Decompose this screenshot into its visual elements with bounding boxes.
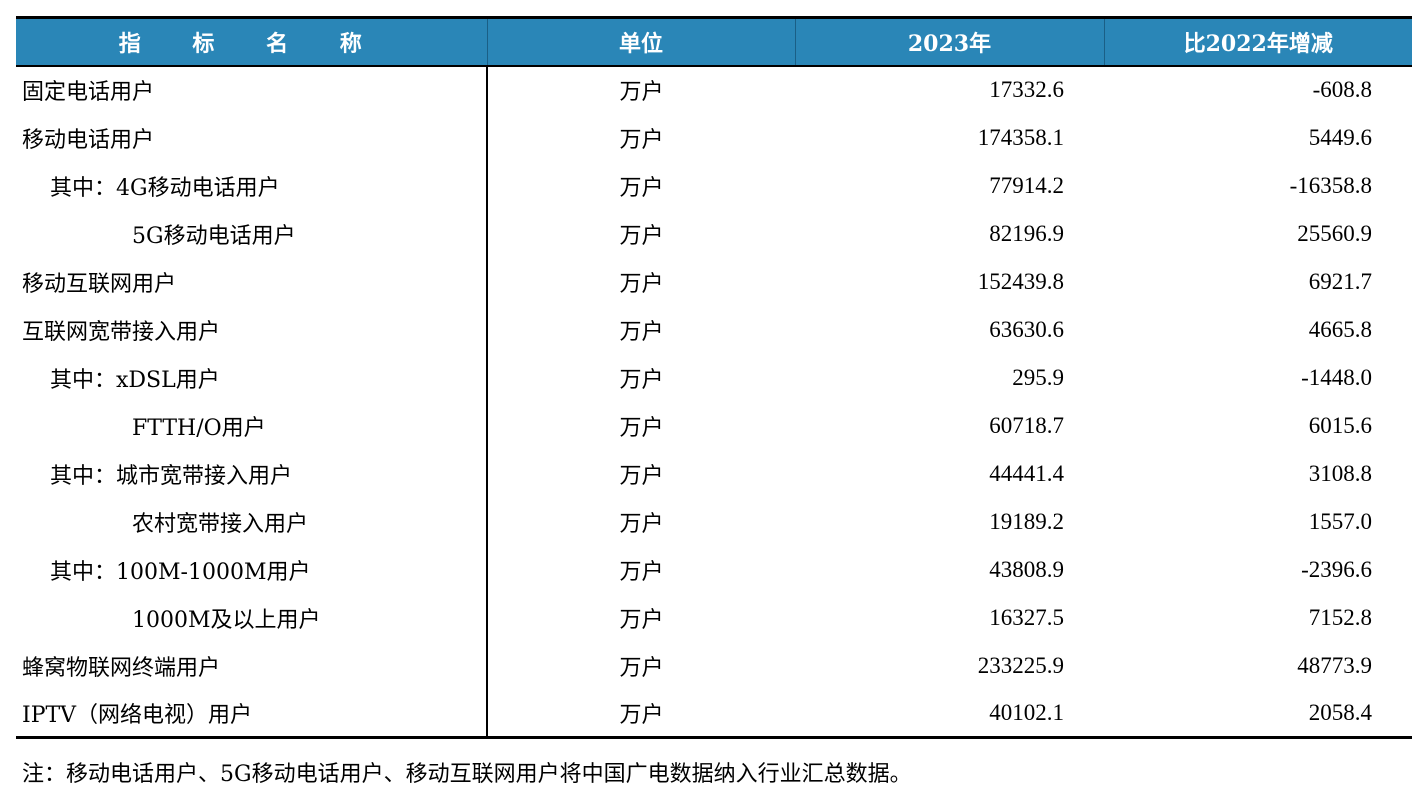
value-2023-cell: 44441.4	[989, 460, 1064, 486]
change-cell: 6015.6	[1308, 412, 1372, 438]
value-2023-cell: 82196.9	[989, 220, 1064, 246]
footnote: 注：移动电话用户、5G移动电话用户、移动互联网用户将中国广电数据纳入行业汇总数据…	[22, 762, 912, 787]
table-row: 农村宽带接入用户 万户 19189.2 1557.0	[16, 497, 1412, 546]
table-row: 其中：100M-1000M用户 万户 43808.9 -2396.6	[16, 545, 1412, 594]
unit-cell: 万户	[619, 175, 664, 201]
unit-cell: 万户	[619, 319, 664, 345]
change-cell: -1448.0	[1301, 364, 1372, 390]
table-row: 移动电话用户 万户 174358.1 5449.6	[16, 113, 1412, 162]
indicator-name-cell: FTTH/O用户	[16, 401, 488, 450]
value-2023-cell: 295.9	[1012, 364, 1064, 390]
unit-cell: 万户	[619, 415, 664, 441]
value-2023-cell: 60718.7	[989, 412, 1064, 438]
change-cell: 1557.0	[1308, 508, 1372, 534]
indicator-name-cell: 移动电话用户	[16, 113, 488, 162]
change-cell: 4665.8	[1308, 316, 1372, 342]
unit-cell: 万户	[619, 607, 664, 633]
table-row: 其中：xDSL用户 万户 295.9 -1448.0	[16, 353, 1412, 402]
unit-cell: 万户	[619, 271, 664, 297]
change-cell: 3108.8	[1308, 460, 1372, 486]
unit-cell: 万户	[619, 559, 664, 585]
table-row: 移动互联网用户 万户 152439.8 6921.7	[16, 257, 1412, 306]
table-row: IPTV（网络电视）用户 万户 40102.1 2058.4	[16, 689, 1412, 739]
change-cell: -16358.8	[1289, 172, 1372, 198]
change-cell: 25560.9	[1297, 220, 1372, 246]
change-cell: -2396.6	[1301, 556, 1372, 582]
table-header: 指 标 名 称 单位 2023年 比2022年增减	[16, 16, 1412, 67]
table-row: FTTH/O用户 万户 60718.7 6015.6	[16, 401, 1412, 450]
unit-cell: 万户	[619, 80, 664, 105]
table-row: 蜂窝物联网终端用户 万户 233225.9 48773.9	[16, 641, 1412, 690]
header-change-vs-2022: 比2022年增减	[1104, 16, 1412, 67]
table-row: 5G移动电话用户 万户 82196.9 25560.9	[16, 209, 1412, 258]
change-cell: 5449.6	[1308, 124, 1372, 150]
table-body: 固定电话用户 万户 17332.6 -608.8 移动电话用户 万户 174358.1 544…	[16, 65, 1412, 739]
indicator-name-cell: 5G移动电话用户	[16, 209, 488, 258]
value-2023-cell: 19189.2	[989, 508, 1064, 534]
indicator-name-cell: 固定电话用户	[16, 65, 488, 114]
unit-cell: 万户	[487, 689, 795, 739]
header-indicator-name: 指 标 名 称	[16, 16, 488, 67]
table-row: 1000M及以上用户 万户 16327.5 7152.8	[16, 593, 1412, 642]
indicator-name-cell: 其中：100M-1000M用户	[16, 545, 488, 594]
value-2023-cell: 77914.2	[989, 172, 1064, 198]
value-2023-cell: 174358.1	[977, 124, 1064, 150]
unit-cell: 万户	[619, 127, 664, 153]
indicator-name-cell: 其中：xDSL用户	[16, 353, 488, 402]
value-2023-cell: 17332.6	[989, 77, 1064, 102]
value-2023-cell: 43808.9	[989, 556, 1064, 582]
unit-cell: 万户	[619, 463, 664, 489]
value-2023-cell: 40102.1	[795, 689, 1104, 739]
header-unit: 单位	[487, 16, 796, 67]
change-cell: 6921.7	[1308, 268, 1372, 294]
indicator-name-cell: 其中：城市宽带接入用户	[16, 449, 488, 498]
statistics-table: 指 标 名 称 单位 2023年 比2022年增减 固定电话用户 万户 17332.…	[16, 16, 1412, 739]
indicator-name-cell: 蜂窝物联网终端用户	[16, 641, 488, 690]
unit-cell: 万户	[619, 511, 664, 537]
change-cell: 2058.4	[1104, 689, 1412, 739]
change-cell: -608.8	[1312, 77, 1372, 102]
value-2023-cell: 63630.6	[989, 316, 1064, 342]
unit-cell: 万户	[619, 367, 664, 393]
indicator-name-cell: 移动互联网用户	[16, 257, 488, 306]
table-row: 固定电话用户 万户 17332.6 -608.8	[16, 65, 1412, 114]
table-row: 其中：城市宽带接入用户 万户 44441.4 3108.8	[16, 449, 1412, 498]
indicator-name-cell: IPTV（网络电视）用户	[16, 689, 488, 739]
unit-cell: 万户	[619, 223, 664, 249]
value-2023-cell: 152439.8	[977, 268, 1064, 294]
value-2023-cell: 16327.5	[989, 604, 1064, 630]
change-cell: 48773.9	[1297, 652, 1372, 678]
header-year-2023: 2023年	[795, 16, 1105, 67]
header-row: 指 标 名 称 单位 2023年 比2022年增减	[16, 16, 1412, 67]
value-2023-cell: 233225.9	[977, 652, 1064, 678]
indicator-name-cell: 1000M及以上用户	[16, 593, 488, 642]
table-row: 互联网宽带接入用户 万户 63630.6 4665.8	[16, 305, 1412, 354]
unit-cell: 万户	[619, 655, 664, 681]
indicator-name-cell: 农村宽带接入用户	[16, 497, 488, 546]
indicator-name-cell: 其中：4G移动电话用户	[16, 161, 488, 210]
change-cell: 7152.8	[1308, 604, 1372, 630]
table-row: 其中：4G移动电话用户 万户 77914.2 -16358.8	[16, 161, 1412, 210]
indicator-name-cell: 互联网宽带接入用户	[16, 305, 488, 354]
